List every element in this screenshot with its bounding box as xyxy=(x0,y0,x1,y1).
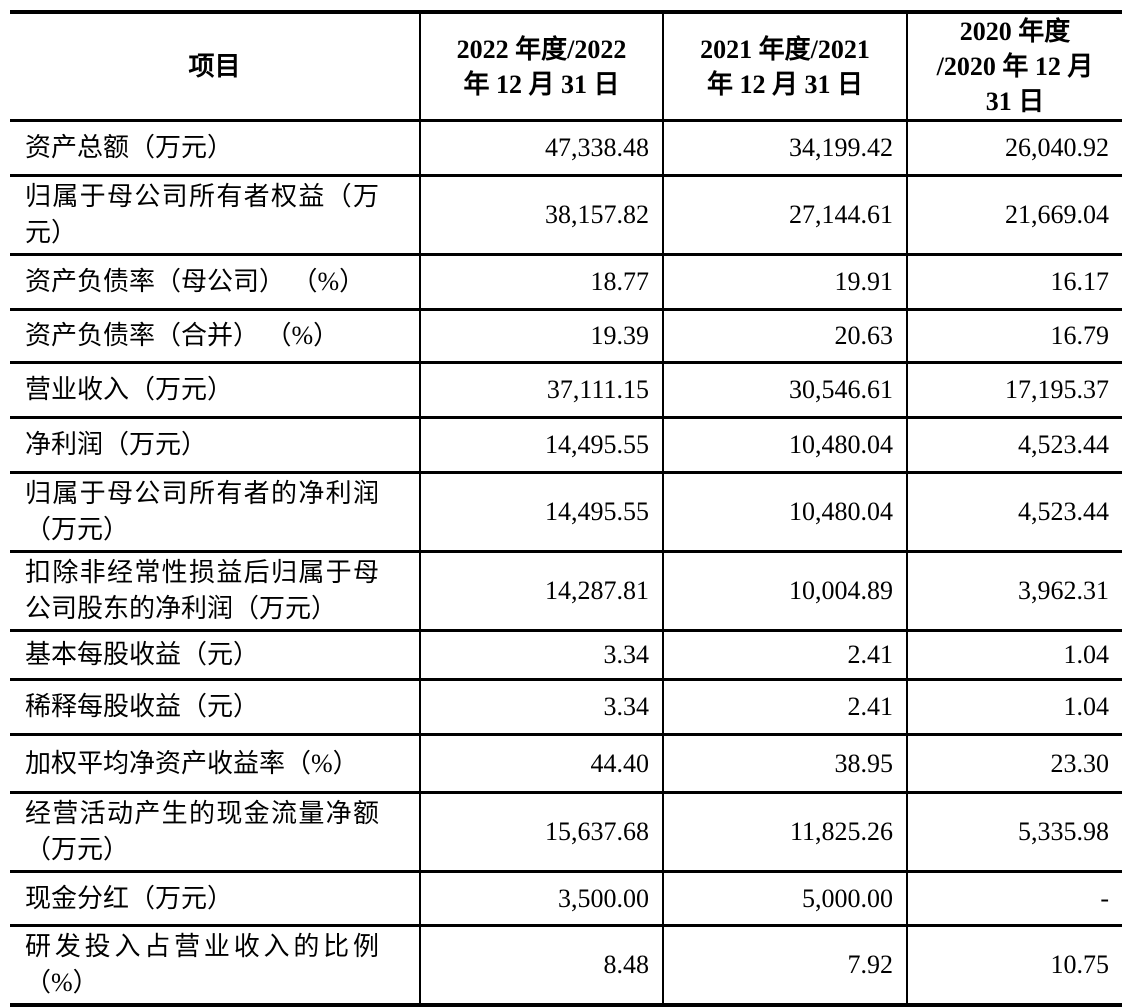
value-cell: 2.41 xyxy=(663,678,908,735)
value-cell: 10,004.89 xyxy=(663,550,908,631)
table-row: 资产负债率（母公司） （%） 18.77 19.91 16.17 xyxy=(10,253,1122,310)
value-cell: 10.75 xyxy=(907,924,1122,1005)
row-label: 归属于母公司所有者权益（万元） xyxy=(10,174,421,255)
value-cell: 16.17 xyxy=(907,253,1122,310)
row-label: 加权平均净资产收益率（%） xyxy=(10,733,421,793)
table-row: 加权平均净资产收益率（%） 44.40 38.95 23.30 xyxy=(10,733,1122,793)
value-cell: 10,480.04 xyxy=(663,471,908,552)
value-cell: 3,500.00 xyxy=(420,870,664,926)
table-row: 净利润（万元） 14,495.55 10,480.04 4,523.44 xyxy=(10,416,1122,473)
value-cell: 44.40 xyxy=(420,733,664,793)
value-cell: 30,546.61 xyxy=(663,361,908,418)
table-row: 资产总额（万元） 47,338.48 34,199.42 26,040.92 xyxy=(10,119,1122,176)
row-label: 资产负债率（母公司） （%） xyxy=(10,253,421,310)
row-label: 稀释每股收益（元） xyxy=(10,678,421,735)
value-cell: 14,287.81 xyxy=(420,550,664,631)
col-header-item: 项目 xyxy=(10,12,421,121)
row-label: 研发投入占营业收入的比例（%） xyxy=(10,924,421,1005)
value-cell: - xyxy=(907,870,1122,926)
value-cell: 19.91 xyxy=(663,253,908,310)
row-label: 资产负债率（合并） （%） xyxy=(10,308,421,363)
value-cell: 7.92 xyxy=(663,924,908,1005)
row-label: 扣除非经常性损益后归属于母公司股东的净利润（万元） xyxy=(10,550,421,631)
value-cell: 14,495.55 xyxy=(420,471,664,552)
row-label: 现金分红（万元） xyxy=(10,870,421,926)
row-label: 资产总额（万元） xyxy=(10,119,421,176)
value-cell: 17,195.37 xyxy=(907,361,1122,418)
value-cell: 4,523.44 xyxy=(907,471,1122,552)
value-cell: 3,962.31 xyxy=(907,550,1122,631)
value-cell: 8.48 xyxy=(420,924,664,1005)
value-cell: 5,335.98 xyxy=(907,791,1122,872)
col-header-2022: 2022 年度/2022 年 12 月 31 日 xyxy=(420,12,664,121)
value-cell: 1.04 xyxy=(907,678,1122,735)
financial-indicators-table: 项目 2022 年度/2022 年 12 月 31 日 2021 年度/2021… xyxy=(10,10,1122,1007)
table-row: 现金分红（万元） 3,500.00 5,000.00 - xyxy=(10,870,1122,926)
header-row: 项目 2022 年度/2022 年 12 月 31 日 2021 年度/2021… xyxy=(10,12,1122,121)
value-cell: 18.77 xyxy=(420,253,664,310)
row-label: 净利润（万元） xyxy=(10,416,421,473)
table-row: 归属于母公司所有者的净利润（万元） 14,495.55 10,480.04 4,… xyxy=(10,471,1122,552)
value-cell: 15,637.68 xyxy=(420,791,664,872)
value-cell: 5,000.00 xyxy=(663,870,908,926)
value-cell: 3.34 xyxy=(420,629,664,680)
value-cell: 21,669.04 xyxy=(907,174,1122,255)
row-label: 营业收入（万元） xyxy=(10,361,421,418)
value-cell: 10,480.04 xyxy=(663,416,908,473)
value-cell: 14,495.55 xyxy=(420,416,664,473)
value-cell: 38,157.82 xyxy=(420,174,664,255)
table-row: 研发投入占营业收入的比例（%） 8.48 7.92 10.75 xyxy=(10,924,1122,1005)
table-row: 经营活动产生的现金流量净额（万元） 15,637.68 11,825.26 5,… xyxy=(10,791,1122,872)
value-cell: 1.04 xyxy=(907,629,1122,680)
value-cell: 38.95 xyxy=(663,733,908,793)
value-cell: 23.30 xyxy=(907,733,1122,793)
value-cell: 37,111.15 xyxy=(420,361,664,418)
row-label: 基本每股收益（元） xyxy=(10,629,421,680)
row-label: 经营活动产生的现金流量净额（万元） xyxy=(10,791,421,872)
table-row: 稀释每股收益（元） 3.34 2.41 1.04 xyxy=(10,678,1122,735)
table-row: 扣除非经常性损益后归属于母公司股东的净利润（万元） 14,287.81 10,0… xyxy=(10,550,1122,631)
value-cell: 3.34 xyxy=(420,678,664,735)
value-cell: 26,040.92 xyxy=(907,119,1122,176)
value-cell: 47,338.48 xyxy=(420,119,664,176)
table-row: 营业收入（万元） 37,111.15 30,546.61 17,195.37 xyxy=(10,361,1122,418)
row-label: 归属于母公司所有者的净利润（万元） xyxy=(10,471,421,552)
table-row: 资产负债率（合并） （%） 19.39 20.63 16.79 xyxy=(10,308,1122,363)
value-cell: 20.63 xyxy=(663,308,908,363)
value-cell: 4,523.44 xyxy=(907,416,1122,473)
col-header-2020: 2020 年度 /2020 年 12 月 31 日 xyxy=(936,17,1094,116)
col-header-2021: 2021 年度/2021 年 12 月 31 日 xyxy=(663,12,908,121)
value-cell: 27,144.61 xyxy=(663,174,908,255)
value-cell: 16.79 xyxy=(907,308,1122,363)
value-cell: 2.41 xyxy=(663,629,908,680)
value-cell: 11,825.26 xyxy=(663,791,908,872)
table-row: 基本每股收益（元） 3.34 2.41 1.04 xyxy=(10,629,1122,680)
value-cell: 19.39 xyxy=(420,308,664,363)
table-row: 归属于母公司所有者权益（万元） 38,157.82 27,144.61 21,6… xyxy=(10,174,1122,255)
value-cell: 34,199.42 xyxy=(663,119,908,176)
